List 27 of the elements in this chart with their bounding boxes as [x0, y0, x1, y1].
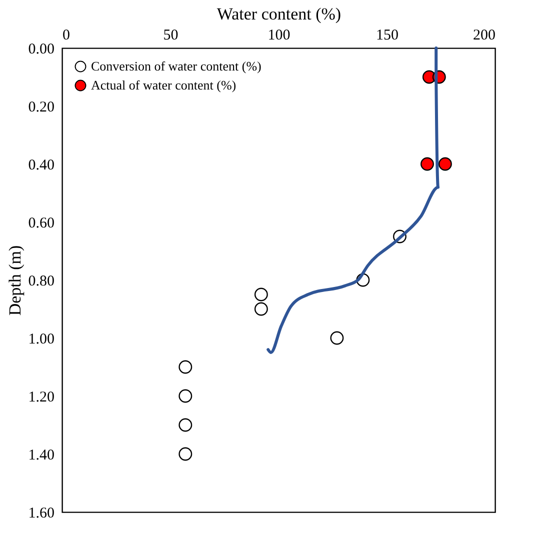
- point: [254, 288, 268, 302]
- y-tick-label: 1.60: [28, 506, 54, 522]
- point: [178, 447, 192, 461]
- point: [178, 418, 192, 432]
- point: [420, 157, 434, 171]
- y-tick-label: 1.20: [28, 390, 54, 406]
- y-axis-title: Depth (m): [5, 245, 24, 316]
- x-tick-label: 150: [376, 28, 398, 44]
- x-axis-title: Water content (%): [216, 4, 342, 24]
- legend-label: Conversion of water content (%): [91, 58, 262, 74]
- point: [178, 360, 192, 374]
- y-tick-label: 0.60: [28, 216, 54, 232]
- y-tick-label: 0.80: [28, 274, 54, 290]
- x-tick-label: 0: [62, 28, 70, 44]
- y-tick-label: 1.00: [28, 332, 54, 348]
- legend-label: Actual of water content (%): [91, 78, 236, 92]
- point: [438, 157, 452, 171]
- point: [330, 331, 344, 345]
- y-tick-label: 0.00: [28, 42, 54, 58]
- point: [254, 302, 268, 316]
- y-tick-label: 1.40: [28, 448, 54, 464]
- x-tick-label: 200: [473, 28, 496, 44]
- y-tick-label: 0.40: [28, 158, 54, 174]
- y-tick-label: 0.20: [28, 100, 54, 116]
- x-tick-label: 100: [268, 28, 290, 44]
- x-tick-label: 50: [163, 28, 178, 44]
- point: [178, 389, 192, 403]
